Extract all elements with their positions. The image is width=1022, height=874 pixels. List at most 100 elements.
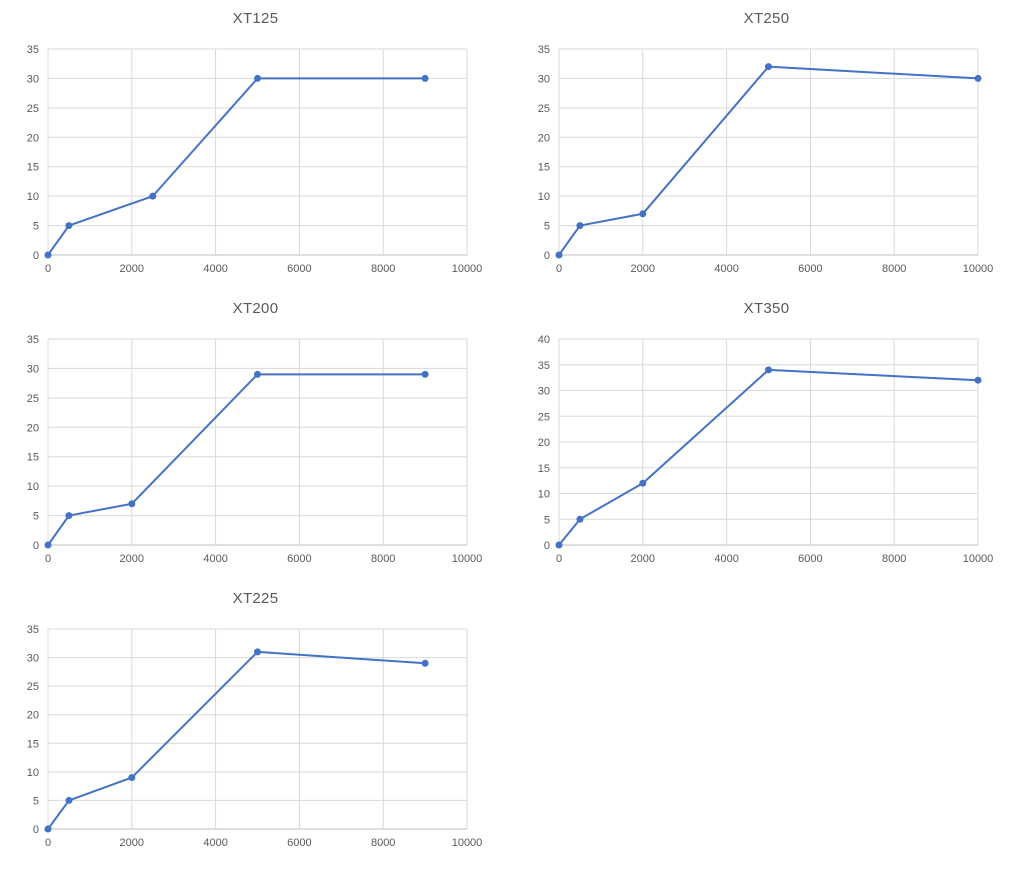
chart-title-xt125: XT125 (232, 10, 279, 27)
x-tick-label: 0 (556, 263, 562, 275)
data-point (254, 648, 261, 656)
y-tick-label: 0 (33, 824, 39, 836)
y-tick-label: 30 (27, 653, 39, 665)
chart-title-xt200: XT200 (232, 300, 279, 317)
data-point (149, 192, 157, 200)
y-tick-label: 0 (33, 250, 39, 262)
data-point (44, 541, 52, 549)
x-tick-label: 4000 (203, 837, 227, 849)
x-tick-label: 10000 (452, 263, 483, 275)
x-tick-label: 2000 (120, 837, 144, 849)
y-tick-label: 30 (27, 363, 39, 375)
y-tick-label: 30 (27, 73, 39, 85)
data-point (421, 370, 429, 378)
x-tick-label: 10000 (963, 263, 994, 275)
y-tick-label: 10 (538, 191, 550, 203)
y-tick-label: 20 (27, 710, 39, 722)
y-tick-label: 15 (538, 463, 550, 475)
line-chart-xt225: 0 5 10 15 20 25 30 35 0 2000 4000 6000 8000 10000 (27, 624, 483, 849)
y-tick-label: 15 (27, 452, 39, 464)
y-tick-label: 20 (27, 422, 39, 434)
data-point (576, 222, 584, 230)
data-line (558, 368, 979, 546)
y-tick-label: 15 (538, 162, 550, 174)
x-tick-label: 10000 (452, 553, 483, 565)
data-point (421, 74, 429, 82)
empty-cell (511, 580, 1022, 864)
y-tick-label: 20 (538, 132, 550, 144)
x-tick-label: 8000 (371, 553, 395, 565)
y-tick-label: 25 (27, 103, 39, 115)
line-chart-xt200: 0 5 10 15 20 25 30 35 0 2000 4000 6000 8000 10000 (27, 334, 483, 565)
chart-xt350: 0 5 10 15 20 25 30 35 40 0 2000 4000 6000 8000 10000 X… (511, 290, 1022, 580)
x-tick-label: 2000 (120, 553, 144, 565)
chart-title-xt250: XT250 (743, 10, 790, 27)
y-tick-label: 40 (538, 334, 550, 346)
x-tick-label: 0 (556, 553, 562, 565)
data-line (47, 650, 427, 830)
y-tick-label: 20 (27, 132, 39, 144)
x-tick-label: 4000 (203, 263, 227, 275)
y-tick-label: 10 (27, 481, 39, 493)
data-line (47, 373, 427, 546)
y-tick-label: 25 (538, 103, 550, 115)
x-tick-label: 8000 (882, 553, 906, 565)
data-point (576, 515, 584, 523)
x-tick-label: 6000 (287, 837, 311, 849)
chart-xt225: 0 5 10 15 20 25 30 35 0 2000 4000 6000 8000 10000 XT2… (0, 580, 511, 864)
chart-xt125: 0 5 10 15 20 25 30 35 0 2000 4000 6000 8000 10000 XT1… (0, 0, 511, 290)
x-tick-label: 6000 (287, 553, 311, 565)
x-tick-label: 4000 (714, 553, 738, 565)
y-tick-label: 35 (538, 360, 550, 372)
y-tick-label: 25 (538, 411, 550, 423)
y-tick-label: 35 (27, 44, 39, 56)
data-point (65, 222, 73, 230)
x-tick-label: 8000 (371, 837, 395, 849)
data-point (128, 774, 136, 782)
y-tick-label: 25 (27, 393, 39, 405)
x-tick-label: 10000 (963, 553, 994, 565)
x-tick-label: 2000 (631, 553, 655, 565)
data-point (974, 376, 982, 384)
line-chart-xt350: 0 5 10 15 20 25 30 35 40 0 2000 4000 6000 8000 10000 (538, 334, 994, 565)
y-tick-label: 15 (27, 162, 39, 174)
y-tick-label: 35 (27, 624, 39, 636)
y-tick-label: 10 (27, 767, 39, 779)
y-tick-label: 5 (33, 511, 39, 523)
y-tick-label: 0 (33, 540, 39, 552)
data-point (44, 251, 52, 259)
y-tick-label: 30 (538, 386, 550, 398)
data-point (974, 74, 982, 82)
data-point (639, 210, 647, 218)
y-tick-label: 5 (544, 221, 550, 233)
chart-title-xt350: XT350 (743, 300, 790, 317)
data-point (44, 825, 52, 833)
x-tick-label: 2000 (120, 263, 144, 275)
data-point (555, 251, 563, 259)
line-chart-xt125: 0 5 10 15 20 25 30 35 0 2000 4000 6000 8000 10000 (27, 44, 483, 275)
data-point (65, 796, 73, 804)
x-tick-label: 6000 (798, 553, 822, 565)
chart-xt200: 0 5 10 15 20 25 30 35 0 2000 4000 6000 8000 10000 XT2… (0, 290, 511, 580)
y-tick-label: 10 (27, 191, 39, 203)
line-chart-xt250: 0 5 10 15 20 25 30 35 0 2000 4000 6000 8000 10000 (538, 44, 994, 275)
x-tick-label: 8000 (371, 263, 395, 275)
x-tick-label: 2000 (631, 263, 655, 275)
y-tick-label: 25 (27, 681, 39, 693)
x-tick-label: 6000 (798, 263, 822, 275)
data-point (65, 512, 73, 520)
y-tick-label: 30 (538, 73, 550, 85)
y-tick-label: 15 (27, 738, 39, 750)
x-tick-label: 4000 (203, 553, 227, 565)
chart-xt250: 0 5 10 15 20 25 30 35 0 2000 4000 6000 8000 10000 XT2… (511, 0, 1022, 290)
y-tick-label: 5 (33, 221, 39, 233)
data-line (558, 65, 979, 256)
data-point (639, 479, 647, 487)
x-tick-label: 0 (45, 263, 51, 275)
x-tick-label: 4000 (714, 263, 738, 275)
x-tick-label: 8000 (882, 263, 906, 275)
chart-title-xt225: XT225 (232, 590, 279, 607)
y-tick-label: 20 (538, 437, 550, 449)
data-point (128, 500, 136, 508)
